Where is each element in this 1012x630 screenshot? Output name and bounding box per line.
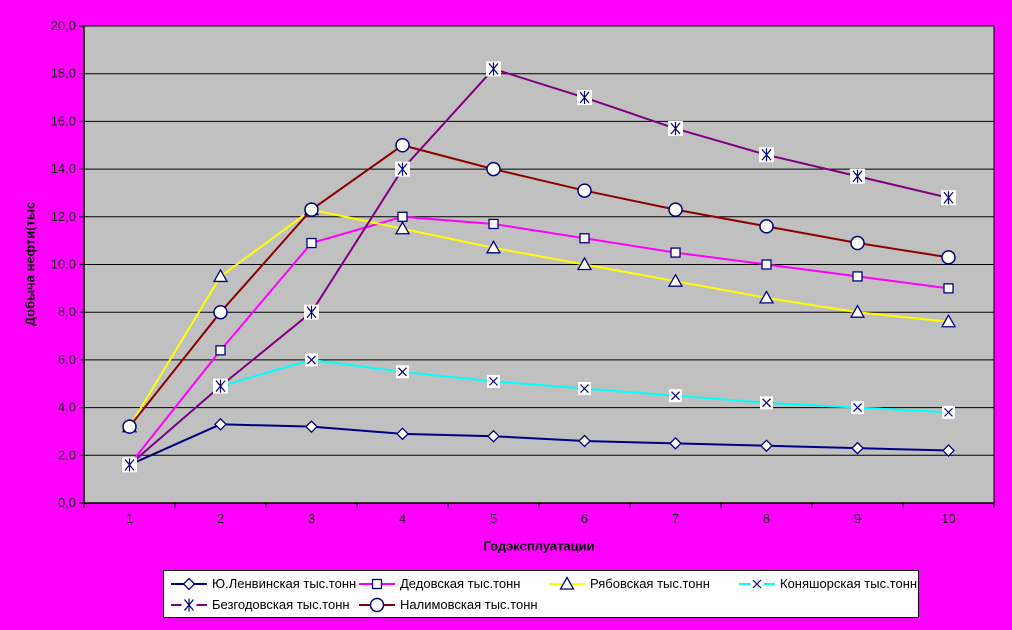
series-6: [122, 138, 956, 434]
legend-item-6: Налимовская тыс.тонн: [358, 596, 548, 614]
legend-item-4: Коняшорская тыс.тонн: [738, 575, 918, 593]
svg-text:7: 7: [672, 511, 679, 526]
svg-text:6: 6: [581, 511, 588, 526]
legend-item-2: Дедовская тыс.тонн: [358, 575, 548, 593]
legend-marker-x-icon: [739, 577, 775, 590]
svg-text:8,0: 8,0: [58, 304, 76, 319]
legend-label: Дедовская тыс.тонн: [400, 576, 521, 591]
legend-item-1: Ю.Ленвинская тыс.тонн: [170, 575, 358, 593]
svg-text:2,0: 2,0: [58, 447, 76, 462]
legend-label: Ю.Ленвинская тыс.тонн: [212, 576, 357, 591]
legend-label: Коняшорская тыс.тонн: [780, 576, 918, 591]
legend-marker-star-icon: [171, 597, 207, 612]
svg-text:12,0: 12,0: [51, 209, 76, 224]
axes: [79, 25, 995, 508]
svg-text:8: 8: [763, 511, 770, 526]
legend-marker-square-icon: [359, 578, 395, 589]
legend-item-3: Рябовская тыс.тонн: [548, 575, 738, 593]
svg-text:18,0: 18,0: [51, 66, 76, 81]
svg-text:10: 10: [941, 511, 955, 526]
legend-marker-circle-icon: [359, 597, 395, 612]
svg-text:6,0: 6,0: [58, 352, 76, 367]
svg-text:14,0: 14,0: [51, 161, 76, 176]
series-2: [124, 211, 954, 470]
legend-label: Рябовская тыс.тонн: [590, 576, 710, 591]
legend: Ю.Ленвинская тыс.тонн Дедовская тыс.тонн Р…: [163, 570, 919, 618]
svg-text:20,0: 20,0: [51, 18, 76, 33]
x-tick-labels: 1 2 3 4 5 6 7 8 9 10: [126, 511, 956, 526]
legend-item-5: Безгодовская тыс.тонн: [170, 596, 358, 614]
svg-text:4: 4: [399, 511, 406, 526]
legend-label: Безгодовская тыс.тонн: [212, 597, 350, 612]
svg-text:10,0: 10,0: [51, 257, 76, 272]
gridlines: [84, 25, 994, 456]
legend-label: Налимовская тыс.тонн: [400, 597, 538, 612]
svg-text:5: 5: [490, 511, 497, 526]
svg-text:9: 9: [854, 511, 861, 526]
legend-marker-triangle-icon: [549, 575, 585, 590]
legend-marker-diamond-icon: [171, 577, 207, 590]
svg-text:1: 1: [126, 511, 133, 526]
svg-text:2: 2: [217, 511, 224, 526]
series-1: [123, 417, 955, 472]
y-tick-labels: 0,0 2,0 4,0 6,0 8,0 10,0 12,0 14,0 16,0 18,0 20,0: [51, 18, 76, 510]
svg-text:3: 3: [308, 511, 315, 526]
svg-text:4,0: 4,0: [58, 400, 76, 415]
x-axis-title: Годэксплуатации: [483, 538, 595, 554]
svg-text:0,0: 0,0: [58, 495, 76, 510]
y-axis-title: Добыча нефти(тыс: [22, 201, 38, 327]
svg-text:16,0: 16,0: [51, 113, 76, 128]
series-5: [122, 61, 956, 473]
